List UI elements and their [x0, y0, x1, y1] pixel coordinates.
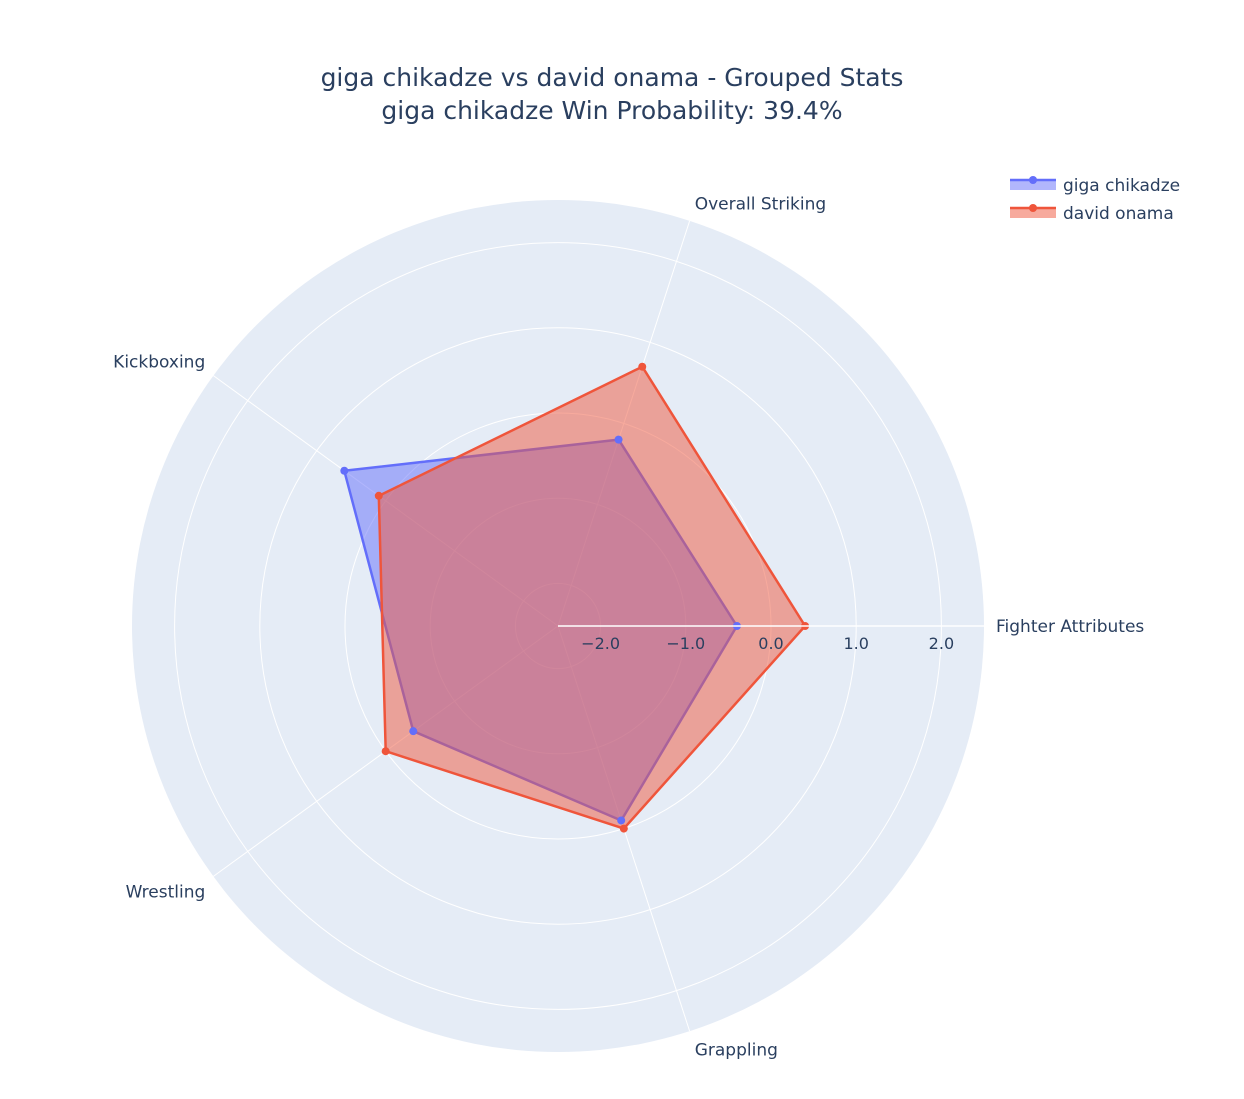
legend-marker-2 — [1029, 204, 1037, 212]
series-2-point-2 — [638, 362, 647, 371]
series-1-point-4 — [409, 727, 418, 736]
polar-plot-area: −2.0 −1.0 0.0 1.0 2.0 Fighter Attributes Overa… — [113, 194, 1144, 1060]
radial-tick-label: 0.0 — [758, 634, 783, 653]
legend-marker-1 — [1029, 176, 1037, 184]
category-label: Grappling — [695, 1041, 778, 1061]
category-label: Kickboxing — [113, 353, 205, 373]
category-label: Wrestling — [126, 882, 206, 902]
series-1-point-3 — [340, 466, 349, 475]
legend-label-1: giga chikadze — [1063, 176, 1180, 196]
series-2-point-3 — [374, 491, 383, 500]
radial-tick-label: −1.0 — [666, 634, 705, 653]
radial-tick-label: 1.0 — [843, 634, 868, 653]
legend-label-2: david onama — [1063, 204, 1174, 224]
series-1-point-2 — [614, 435, 623, 444]
series-area-2 — [377, 365, 807, 830]
radial-tick-label: −2.0 — [581, 634, 620, 653]
legend-swatch-2 — [1010, 208, 1056, 218]
chart-title-line2: giga chikadze Win Probability: 39.4% — [381, 96, 842, 125]
legend: giga chikadze david onama — [1010, 176, 1180, 224]
legend-swatch-1 — [1010, 180, 1056, 190]
series-1-point-5 — [617, 816, 626, 825]
radial-tick-label: 2.0 — [929, 634, 954, 653]
category-label: Overall Striking — [695, 194, 826, 214]
category-label: Fighter Attributes — [996, 617, 1144, 637]
series-2-point-4 — [381, 747, 390, 756]
chart-title-line1: giga chikadze vs david onama - Grouped S… — [321, 63, 904, 92]
series-2-point-5 — [619, 824, 628, 833]
